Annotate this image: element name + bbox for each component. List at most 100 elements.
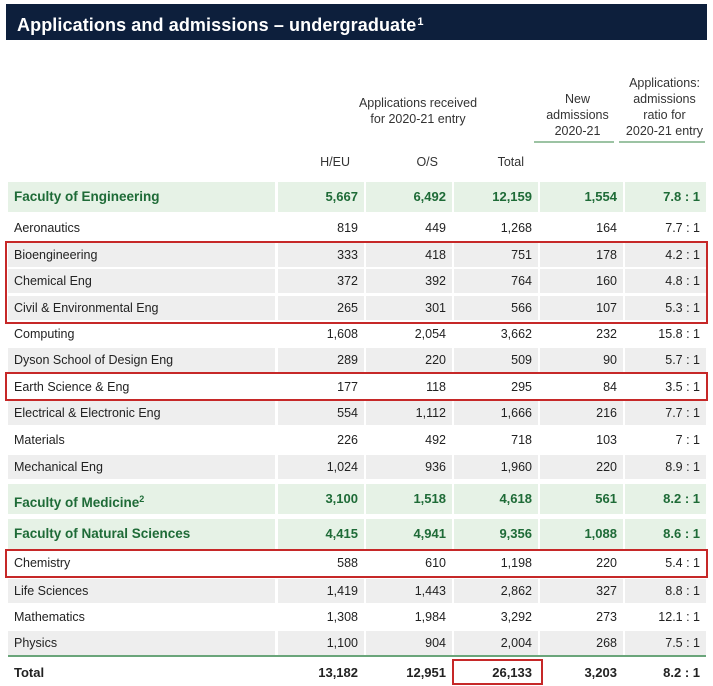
total-header: Total	[497, 155, 524, 169]
cell-os: 610	[425, 556, 446, 570]
cell-new: 84	[603, 380, 617, 394]
cell-total: 1,198	[500, 556, 532, 570]
cell-total: 2,004	[454, 631, 538, 655]
cell-heu: 13,182	[318, 665, 358, 680]
received-group-header: Applications received for 2020-21 entry	[358, 96, 478, 126]
row-label: Earth Science & Eng	[14, 380, 130, 394]
row-label: Bioengineering	[8, 243, 275, 267]
cell-os: 936	[366, 455, 452, 479]
cell-new: 273	[596, 610, 617, 624]
cell-new: 1,088	[540, 519, 623, 549]
cell-heu: 554	[278, 401, 364, 425]
cell-ratio: 12.1 : 1	[658, 610, 700, 624]
cell-ratio: 7.7 : 1	[625, 401, 706, 425]
cell-ratio: 5.4 : 1	[665, 556, 700, 570]
cell-new: 327	[540, 579, 623, 603]
cell-os: 1,984	[414, 610, 446, 624]
cell-os: 492	[425, 433, 446, 447]
cell-heu: 289	[278, 348, 364, 372]
cell-ratio: 8.8 : 1	[625, 579, 706, 603]
cell-os: 1,112	[366, 401, 452, 425]
cell-os: 904	[366, 631, 452, 655]
cell-ratio: 8.9 : 1	[625, 455, 706, 479]
cell-new: 178	[540, 243, 623, 267]
row-label: Aeronautics	[14, 221, 81, 235]
row-label: Life Sciences	[8, 579, 275, 603]
row-label: Electrical & Electronic Eng	[8, 401, 275, 425]
cell-new: 103	[596, 433, 617, 447]
cell-new: 90	[540, 348, 623, 372]
cell-new: 160	[540, 269, 623, 293]
table-row: Materials 226 492 718 103 7 : 1	[8, 428, 706, 452]
cell-ratio: 8.6 : 1	[625, 519, 706, 549]
row-label: Total	[14, 665, 45, 680]
total-row: Total 13,182 12,951 26,133 3,203 8.2 : 1	[8, 661, 706, 685]
table-row: Physics 1,100 904 2,004 268 7.5 : 1	[8, 631, 706, 655]
cell-total: 509	[454, 348, 538, 372]
cell-heu: 3,100	[278, 484, 364, 514]
row-label: Civil & Environmental Eng	[8, 296, 275, 320]
ratio-header: Applications: admissions ratio for 2020-…	[625, 76, 704, 138]
new-admissions-header: New admissions 2020-21	[546, 92, 609, 138]
table-row: Mechanical Eng 1,024 936 1,960 220 8.9 : 1	[8, 455, 706, 479]
highlight-box-engineering-group	[5, 241, 708, 324]
os-header: O/S	[416, 155, 438, 169]
cell-new: 220	[540, 455, 623, 479]
row-label: Mathematics	[14, 610, 85, 624]
cell-total: 26,133	[492, 665, 532, 680]
cell-total: 295	[511, 380, 532, 394]
table-title: Applications and admissions – undergradu…	[6, 4, 707, 40]
cell-heu: 819	[337, 221, 358, 235]
total-rule	[8, 655, 706, 657]
cell-new: 232	[596, 327, 617, 341]
row-label: Mechanical Eng	[8, 455, 275, 479]
highlight-box-total	[452, 659, 543, 685]
cell-new: 268	[540, 631, 623, 655]
cell-ratio: 3.5 : 1	[665, 380, 700, 394]
cell-heu: 177	[337, 380, 358, 394]
row-label: Faculty of Natural Sciences	[8, 519, 275, 549]
cell-ratio: 4.2 : 1	[625, 243, 706, 267]
row-label: Dyson School of Design Eng	[8, 348, 275, 372]
faculty-row: Faculty of Natural Sciences 4,415 4,941 9,3…	[8, 519, 706, 549]
cell-ratio: 7 : 1	[675, 433, 700, 447]
table-row: Chemical Eng 372 392 764 160 4.8 : 1	[8, 269, 706, 293]
cell-ratio: 5.7 : 1	[625, 348, 706, 372]
cell-os: 301	[366, 296, 452, 320]
cell-total: 1,268	[500, 221, 532, 235]
cell-total: 1,666	[454, 401, 538, 425]
cell-total: 3,662	[500, 327, 532, 341]
cell-os: 1,443	[366, 579, 452, 603]
cell-os: 4,941	[366, 519, 452, 549]
cell-new: 1,554	[540, 182, 623, 212]
cell-heu: 265	[278, 296, 364, 320]
cell-new: 220	[596, 556, 617, 570]
cell-ratio: 15.8 : 1	[658, 327, 700, 341]
cell-os: 118	[426, 380, 446, 394]
cell-total: 751	[454, 243, 538, 267]
cell-os: 1,518	[366, 484, 452, 514]
cell-total: 3,292	[500, 610, 532, 624]
cell-os: 418	[366, 243, 452, 267]
cell-total: 566	[454, 296, 538, 320]
cell-ratio: 5.3 : 1	[625, 296, 706, 320]
table-row: Chemistry 588 610 1,198 220 5.4 : 1	[8, 551, 706, 575]
cell-total: 1,960	[454, 455, 538, 479]
cell-new: 3,203	[584, 665, 617, 680]
cell-os: 12,951	[406, 665, 446, 680]
cell-total: 764	[454, 269, 538, 293]
row-label: Computing	[14, 327, 75, 341]
row-label: Chemistry	[14, 556, 71, 570]
cell-heu: 5,667	[278, 182, 364, 212]
cell-heu: 1,100	[278, 631, 364, 655]
row-label: Materials	[14, 433, 65, 447]
cell-new: 107	[540, 296, 623, 320]
cell-os: 392	[366, 269, 452, 293]
cell-new: 164	[596, 221, 617, 235]
cell-os: 449	[425, 221, 446, 235]
cell-heu: 1,024	[278, 455, 364, 479]
cell-ratio: 8.2 : 1	[625, 484, 706, 514]
cell-heu: 4,415	[278, 519, 364, 549]
cell-new: 561	[540, 484, 623, 514]
cell-os: 220	[366, 348, 452, 372]
